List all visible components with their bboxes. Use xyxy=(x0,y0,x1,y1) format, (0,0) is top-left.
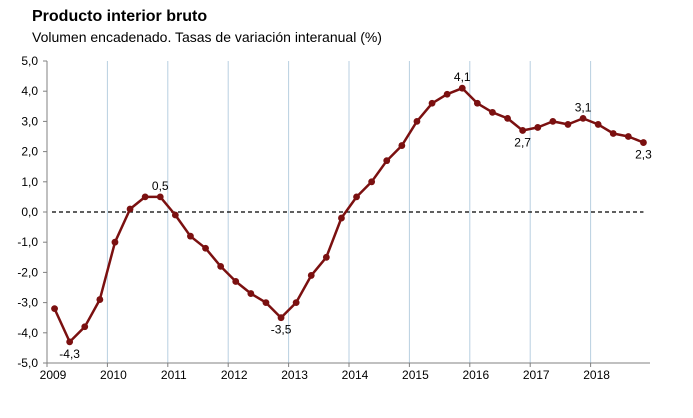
data-labels: -4,3 0,5 -3,5 4,1 2,7 3,1 2,3 xyxy=(59,70,652,361)
data-point xyxy=(489,108,496,116)
data-point xyxy=(96,296,104,303)
data-label: -3,5 xyxy=(271,323,292,337)
data-label: 2,3 xyxy=(635,148,652,162)
x-tick-label: 2014 xyxy=(342,368,369,382)
data-point xyxy=(443,90,451,98)
y-tick-label: 3,0 xyxy=(21,114,38,128)
data-point xyxy=(458,84,466,92)
chart-title: Producto interior bruto xyxy=(32,8,208,25)
data-point xyxy=(51,305,58,313)
data-point xyxy=(609,130,617,137)
data-point xyxy=(217,262,225,270)
x-tick-label: 2009 xyxy=(40,368,67,382)
data-label: 3,1 xyxy=(575,100,592,114)
data-point xyxy=(534,124,542,131)
data-point xyxy=(473,99,481,107)
data-label: 0,5 xyxy=(152,179,169,193)
x-tick-label: 2018 xyxy=(583,368,610,382)
x-tick-label: 2013 xyxy=(281,368,308,382)
data-point xyxy=(81,323,89,331)
y-tick-label: -2,0 xyxy=(17,265,38,279)
y-tick-label: -1,0 xyxy=(17,235,38,249)
data-label: 2,7 xyxy=(514,135,531,149)
x-tick-label: 2012 xyxy=(221,368,248,382)
data-point xyxy=(111,238,119,246)
y-tick-label: 5,0 xyxy=(21,54,38,68)
data-point xyxy=(624,133,632,140)
x-tick-label: 2015 xyxy=(402,368,429,382)
y-axis-ticks: 5,0 4,0 3,0 2,0 1,0 0,0 -1,0 -2,0 -3,0 -4,0 -5,0 xyxy=(17,54,47,370)
data-point xyxy=(640,139,647,146)
y-tick-label: 0,0 xyxy=(21,205,38,219)
x-axis-ticks: 2009 2010 2011 2012 2013 2014 2015 2016 2017 2018 xyxy=(40,363,610,382)
data-point xyxy=(277,314,285,322)
data-point xyxy=(338,214,345,222)
data-label: -4,3 xyxy=(59,347,80,361)
data-point xyxy=(202,244,209,252)
x-tick-label: 2011 xyxy=(161,368,187,382)
y-tick-label: 1,0 xyxy=(21,175,38,189)
data-point xyxy=(428,99,436,107)
data-point xyxy=(564,121,572,128)
data-point xyxy=(368,178,376,186)
data-point xyxy=(156,193,164,201)
data-point xyxy=(247,290,255,297)
x-tick-label: 2010 xyxy=(100,368,127,382)
data-point xyxy=(322,253,330,261)
data-point xyxy=(383,157,391,165)
data-point xyxy=(171,211,179,219)
y-tick-label: 2,0 xyxy=(21,145,38,159)
gridlines xyxy=(106,61,592,363)
data-point xyxy=(353,193,360,201)
series-line-pib xyxy=(53,86,644,344)
data-point xyxy=(262,299,270,306)
data-point xyxy=(66,338,74,346)
data-point xyxy=(504,114,511,122)
x-tick-label: 2016 xyxy=(462,368,489,382)
data-point xyxy=(413,118,421,125)
data-point xyxy=(594,121,602,128)
data-point xyxy=(398,142,406,149)
data-point xyxy=(292,299,300,306)
chart-subtitle: Volumen encadenado. Tasas de variación i… xyxy=(32,29,382,45)
y-tick-label: -5,0 xyxy=(17,356,38,370)
data-point xyxy=(579,114,587,122)
y-tick-label: -4,0 xyxy=(17,326,38,340)
data-point xyxy=(187,232,194,240)
data-point xyxy=(232,278,240,285)
data-point xyxy=(549,118,557,125)
data-point xyxy=(141,193,149,201)
y-tick-label: -3,0 xyxy=(17,296,38,310)
data-point xyxy=(307,272,315,279)
data-points xyxy=(51,84,647,346)
y-tick-label: 4,0 xyxy=(21,84,38,98)
x-tick-label: 2017 xyxy=(523,368,550,382)
data-point xyxy=(519,127,527,134)
data-point xyxy=(126,205,134,213)
data-label: 4,1 xyxy=(454,70,471,84)
